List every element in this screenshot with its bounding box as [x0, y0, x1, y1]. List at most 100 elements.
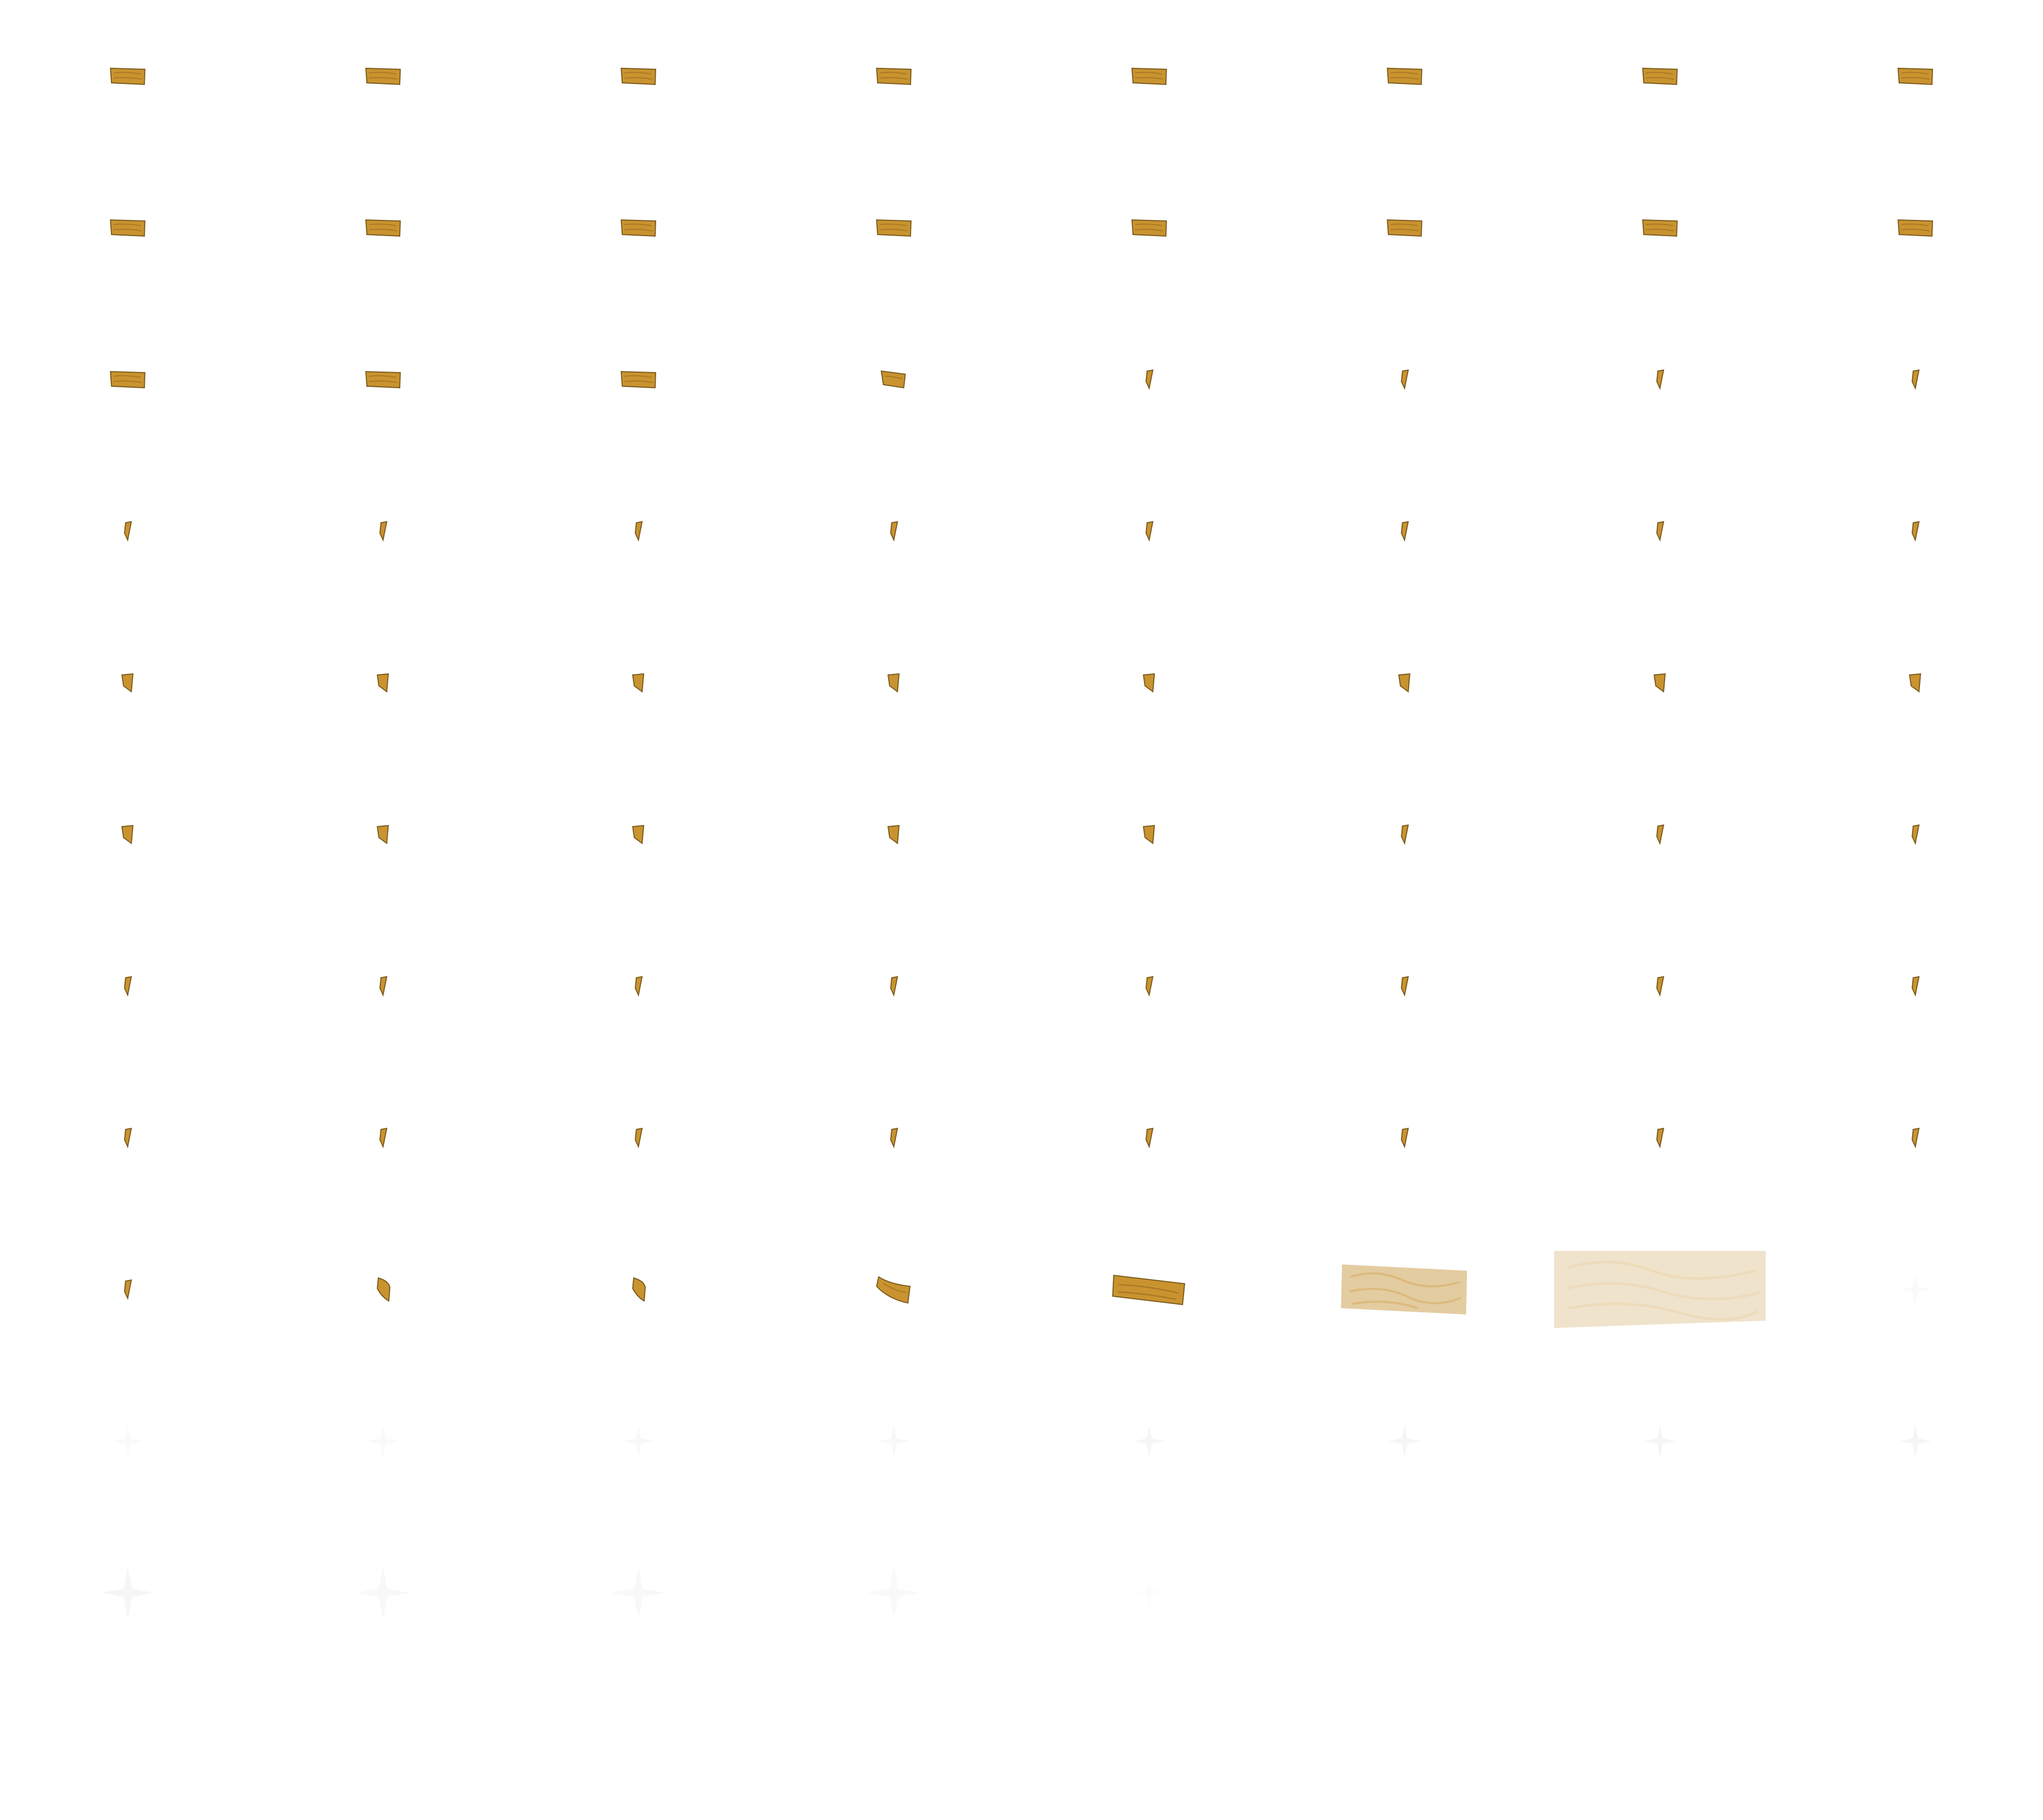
- sprite-frame: [255, 607, 511, 758]
- sprite-frame: [0, 607, 255, 758]
- wood-plank-icon: [1642, 67, 1678, 85]
- sprite-frame: [0, 455, 255, 607]
- sprite-frame: [766, 303, 1022, 455]
- sprite-frame: [0, 758, 255, 910]
- sprite-frame: [511, 152, 766, 303]
- sprite-frame: [1788, 1365, 2043, 1517]
- wood-plank-icon: [632, 1277, 646, 1302]
- wood-plank-icon: [1386, 219, 1423, 237]
- wood-plank-icon: [1400, 1127, 1409, 1148]
- sprite-frame: [0, 1365, 255, 1517]
- sprite-frame: [1532, 0, 1788, 152]
- sprite-frame: [511, 1365, 766, 1517]
- sprite-frame: [0, 1517, 255, 1668]
- sprite-frame: [1277, 455, 1532, 607]
- wood-plank-icon: [1112, 1274, 1186, 1305]
- sprite-frame: [766, 910, 1022, 1062]
- sprite-frame: [766, 1668, 1022, 1820]
- wood-plank-icon: [887, 673, 900, 693]
- wood-plank-icon: [109, 67, 146, 85]
- sprite-frame: [255, 910, 511, 1062]
- sprite-frame: [1022, 303, 1277, 455]
- wood-plank-icon: [376, 1277, 391, 1302]
- wood-plank-icon: [1554, 1250, 1766, 1328]
- sprite-frame: [255, 1213, 511, 1365]
- sprite-frame: [1022, 0, 1277, 152]
- sprite-frame: [1022, 1517, 1277, 1668]
- sprite-frame: [1277, 1062, 1532, 1213]
- wood-plank-icon: [620, 371, 657, 388]
- wood-plank-icon: [620, 67, 657, 85]
- sprite-frame: [1022, 152, 1277, 303]
- sprite-frame: [1788, 1062, 2043, 1213]
- sprite-frame: [1788, 303, 2043, 455]
- wood-plank-icon: [1341, 1264, 1467, 1314]
- sprite-frame: [1532, 1062, 1788, 1213]
- sprite-frame: [1277, 607, 1532, 758]
- wood-plank-icon: [1656, 824, 1665, 845]
- wood-plank-icon: [1133, 1424, 1165, 1457]
- sprite-frame: [1532, 607, 1788, 758]
- sprite-frame: [1788, 758, 2043, 910]
- wood-plank-icon: [1386, 67, 1423, 85]
- wood-plank-icon: [876, 219, 912, 237]
- sprite-frame: [1788, 1517, 2043, 1668]
- wood-plank-icon: [612, 1566, 665, 1619]
- sprite-frame: [766, 152, 1022, 303]
- sprite-frame: [766, 455, 1022, 607]
- wood-plank-icon: [365, 371, 401, 388]
- sprite-frame: [255, 0, 511, 152]
- sprite-frame: [0, 303, 255, 455]
- sprite-frame: [511, 607, 766, 758]
- sprite-frame: [255, 1517, 511, 1668]
- sprite-frame: [511, 1517, 766, 1668]
- wood-plank-icon: [109, 219, 146, 237]
- sprite-frame: [1532, 1365, 1788, 1517]
- sprite-frame: [1788, 1213, 2043, 1365]
- sprite-frame: [766, 1213, 1022, 1365]
- wood-plank-icon: [1911, 824, 1920, 845]
- sprite-frame: [0, 0, 255, 152]
- wood-plank-icon: [1400, 824, 1409, 845]
- wood-plank-icon: [867, 1566, 920, 1619]
- wood-plank-icon: [121, 825, 134, 844]
- wood-plank-icon: [109, 371, 146, 388]
- wood-plank-icon: [376, 673, 389, 693]
- sprite-frame: [0, 1213, 255, 1365]
- sprite-frame: [511, 758, 766, 910]
- sprite-frame: [766, 1517, 1022, 1668]
- wood-plank-icon: [1909, 673, 1922, 693]
- wood-plank-icon: [1653, 673, 1666, 693]
- wood-plank-icon: [124, 1127, 132, 1148]
- wood-plank-icon: [890, 521, 899, 542]
- sprite-frame: [511, 0, 766, 152]
- sprite-frame: [255, 303, 511, 455]
- wood-plank-icon: [1131, 219, 1167, 237]
- wood-plank-icon: [1145, 1127, 1154, 1148]
- sprite-frame: [1788, 152, 2043, 303]
- wood-plank-icon: [880, 370, 906, 388]
- wood-plank-icon: [876, 67, 912, 85]
- sprite-frame: [1277, 303, 1532, 455]
- wood-plank-icon: [124, 521, 132, 542]
- sprite-frame: [1532, 1213, 1788, 1365]
- wood-plank-icon: [367, 1424, 399, 1457]
- sprite-frame: [1788, 455, 2043, 607]
- wood-plank-icon: [379, 1127, 388, 1148]
- sprite-frame: [1022, 1668, 1277, 1820]
- wood-plank-icon: [379, 976, 388, 997]
- wood-plank-icon: [356, 1566, 410, 1619]
- wood-plank-icon: [1911, 521, 1920, 542]
- sprite-frame: [1022, 758, 1277, 910]
- sprite-frame: [1788, 910, 2043, 1062]
- wood-plank-icon: [121, 673, 134, 693]
- wood-plank-icon: [634, 976, 643, 997]
- wood-plank-icon: [1911, 1127, 1920, 1148]
- sprite-frame: [0, 910, 255, 1062]
- sprite-frame: [511, 1213, 766, 1365]
- wood-plank-icon: [1656, 976, 1665, 997]
- wood-plank-icon: [101, 1566, 154, 1619]
- wood-plank-icon: [1911, 976, 1920, 997]
- sprite-frame: [1022, 1213, 1277, 1365]
